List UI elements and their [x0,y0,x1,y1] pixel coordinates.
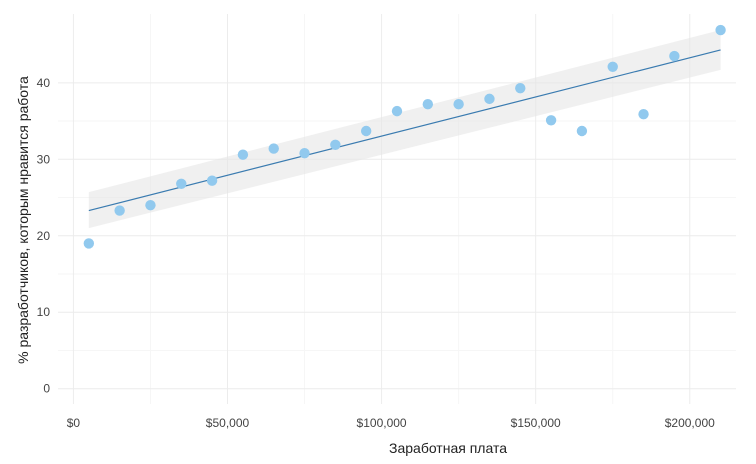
x-axis-ticks: $0 $50,000 $100,000 $150,000 $200,000 [67,416,715,430]
x-axis-title: Заработная плата [389,440,507,456]
data-point [607,61,618,72]
data-point [484,93,495,105]
data-point [422,99,434,110]
x-tick-label: $100,000 [357,416,407,430]
data-point [669,50,680,62]
data-point [638,108,649,120]
confidence-band [88,30,721,229]
data-point [176,178,187,189]
x-tick-label: $0 [67,416,81,430]
data-point [268,143,279,154]
trend-line [88,49,721,212]
data-point [330,139,341,150]
y-tick-label: 40 [37,76,51,90]
data-point [360,125,372,137]
y-tick-label: 10 [37,305,51,319]
data-point [715,24,726,36]
data-point [576,125,588,137]
x-tick-label: $50,000 [206,416,250,430]
data-point [299,147,310,159]
y-tick-label: 0 [43,382,50,396]
data-point [83,238,95,249]
data-point [206,175,218,186]
x-tick-label: $200,000 [665,416,715,430]
y-tick-label: 30 [37,152,51,166]
confidence-band-area [88,30,721,229]
data-point [237,149,249,160]
data-point [391,105,403,117]
x-tick-label: $150,000 [511,416,561,430]
trend-line-path [88,49,721,212]
y-axis-title: % разработчиков, которым нравится работа [15,76,31,364]
y-axis-ticks: 0 10 20 30 40 [37,76,51,396]
data-point [545,115,557,126]
data-point [114,205,125,216]
data-point [453,99,464,110]
data-point [515,82,526,94]
data-points [83,24,726,249]
data-point [145,199,156,211]
y-tick-label: 20 [37,229,51,243]
